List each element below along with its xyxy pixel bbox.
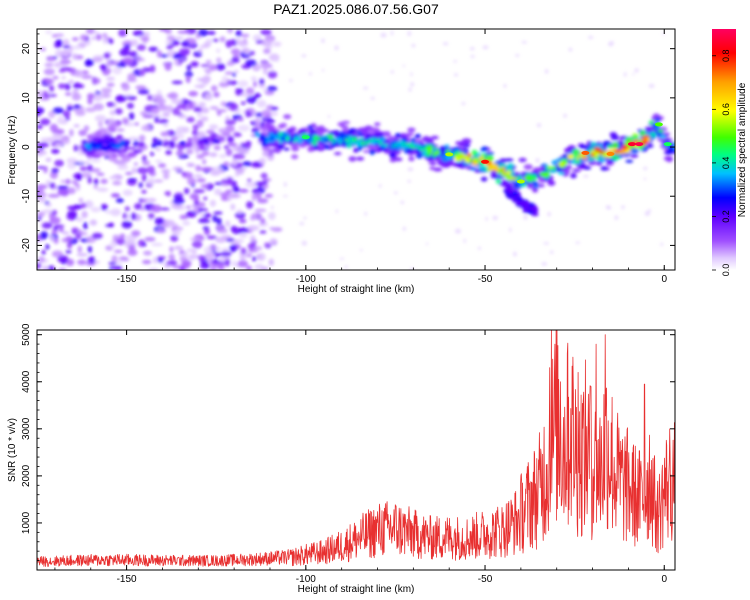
x-tick-label: -100 [296,274,316,285]
colorbar-gradient [712,29,736,270]
snr-y-label: SNR (10 * v/v) [7,418,18,482]
spectrogram-x-axis: -150 -100 -50 0 [54,29,667,285]
x-tick-label: 0 [661,274,667,285]
colorbar-tick-label: 0.4 [721,157,731,170]
colorbar-tick-label: 0.0 [721,264,731,277]
snr-frame [36,329,676,571]
y-tick-label: 3000 [21,417,32,440]
x-tick-label: -50 [478,574,493,585]
y-tick-label: 0 [21,144,32,150]
colorbar-tick-label: 0.2 [721,210,731,223]
snr-x-axis: -150 -100 -50 0 [54,330,667,585]
colorbar-label: Normalized spectral amplitude [737,82,748,217]
y-tick-label: -10 [21,189,32,204]
spectrogram-panel: -150 -100 -50 0 20 10 0 -10 -20 Height of strai… [7,28,676,295]
y-tick-label: 1000 [21,511,32,534]
snr-series-line [37,330,675,567]
spectrogram-y-label: Frequency (Hz) [7,116,18,185]
snr-y-axis: 1000 2000 3000 4000 5000 [21,323,675,561]
y-tick-label: 4000 [21,370,32,393]
y-tick-label: 10 [21,92,32,104]
y-tick-label: 5000 [21,323,32,346]
figure-title: PAZ1.2025.086.07.56.G07 [273,1,439,17]
y-tick-label: -20 [21,238,32,253]
snr-panel: -150 -100 -50 0 1000 2000 3000 4000 5000 Height… [7,323,676,595]
spectrogram-heatmap [37,29,675,270]
x-tick-label: -150 [117,274,137,285]
spectrogram-frame [36,28,676,271]
x-tick-label: -100 [296,574,316,585]
y-tick-label: 2000 [21,464,32,487]
x-tick-label: -50 [478,274,493,285]
colorbar: 0.0 0.2 0.4 0.6 0.8 Normalized spectral ampl… [712,29,748,276]
spectrogram-x-label: Height of straight line (km) [298,284,415,295]
y-tick-label: 20 [21,43,32,55]
x-tick-label: 0 [661,574,667,585]
x-tick-label: -150 [117,574,137,585]
spectrogram-y-axis: 20 10 0 -10 -20 [21,33,675,271]
snr-x-label: Height of straight line (km) [298,584,415,595]
colorbar-tick-label: 0.8 [721,50,731,63]
colorbar-tick-label: 0.6 [721,103,731,116]
colorbar-ticks: 0.0 0.2 0.4 0.6 0.8 [712,50,731,277]
